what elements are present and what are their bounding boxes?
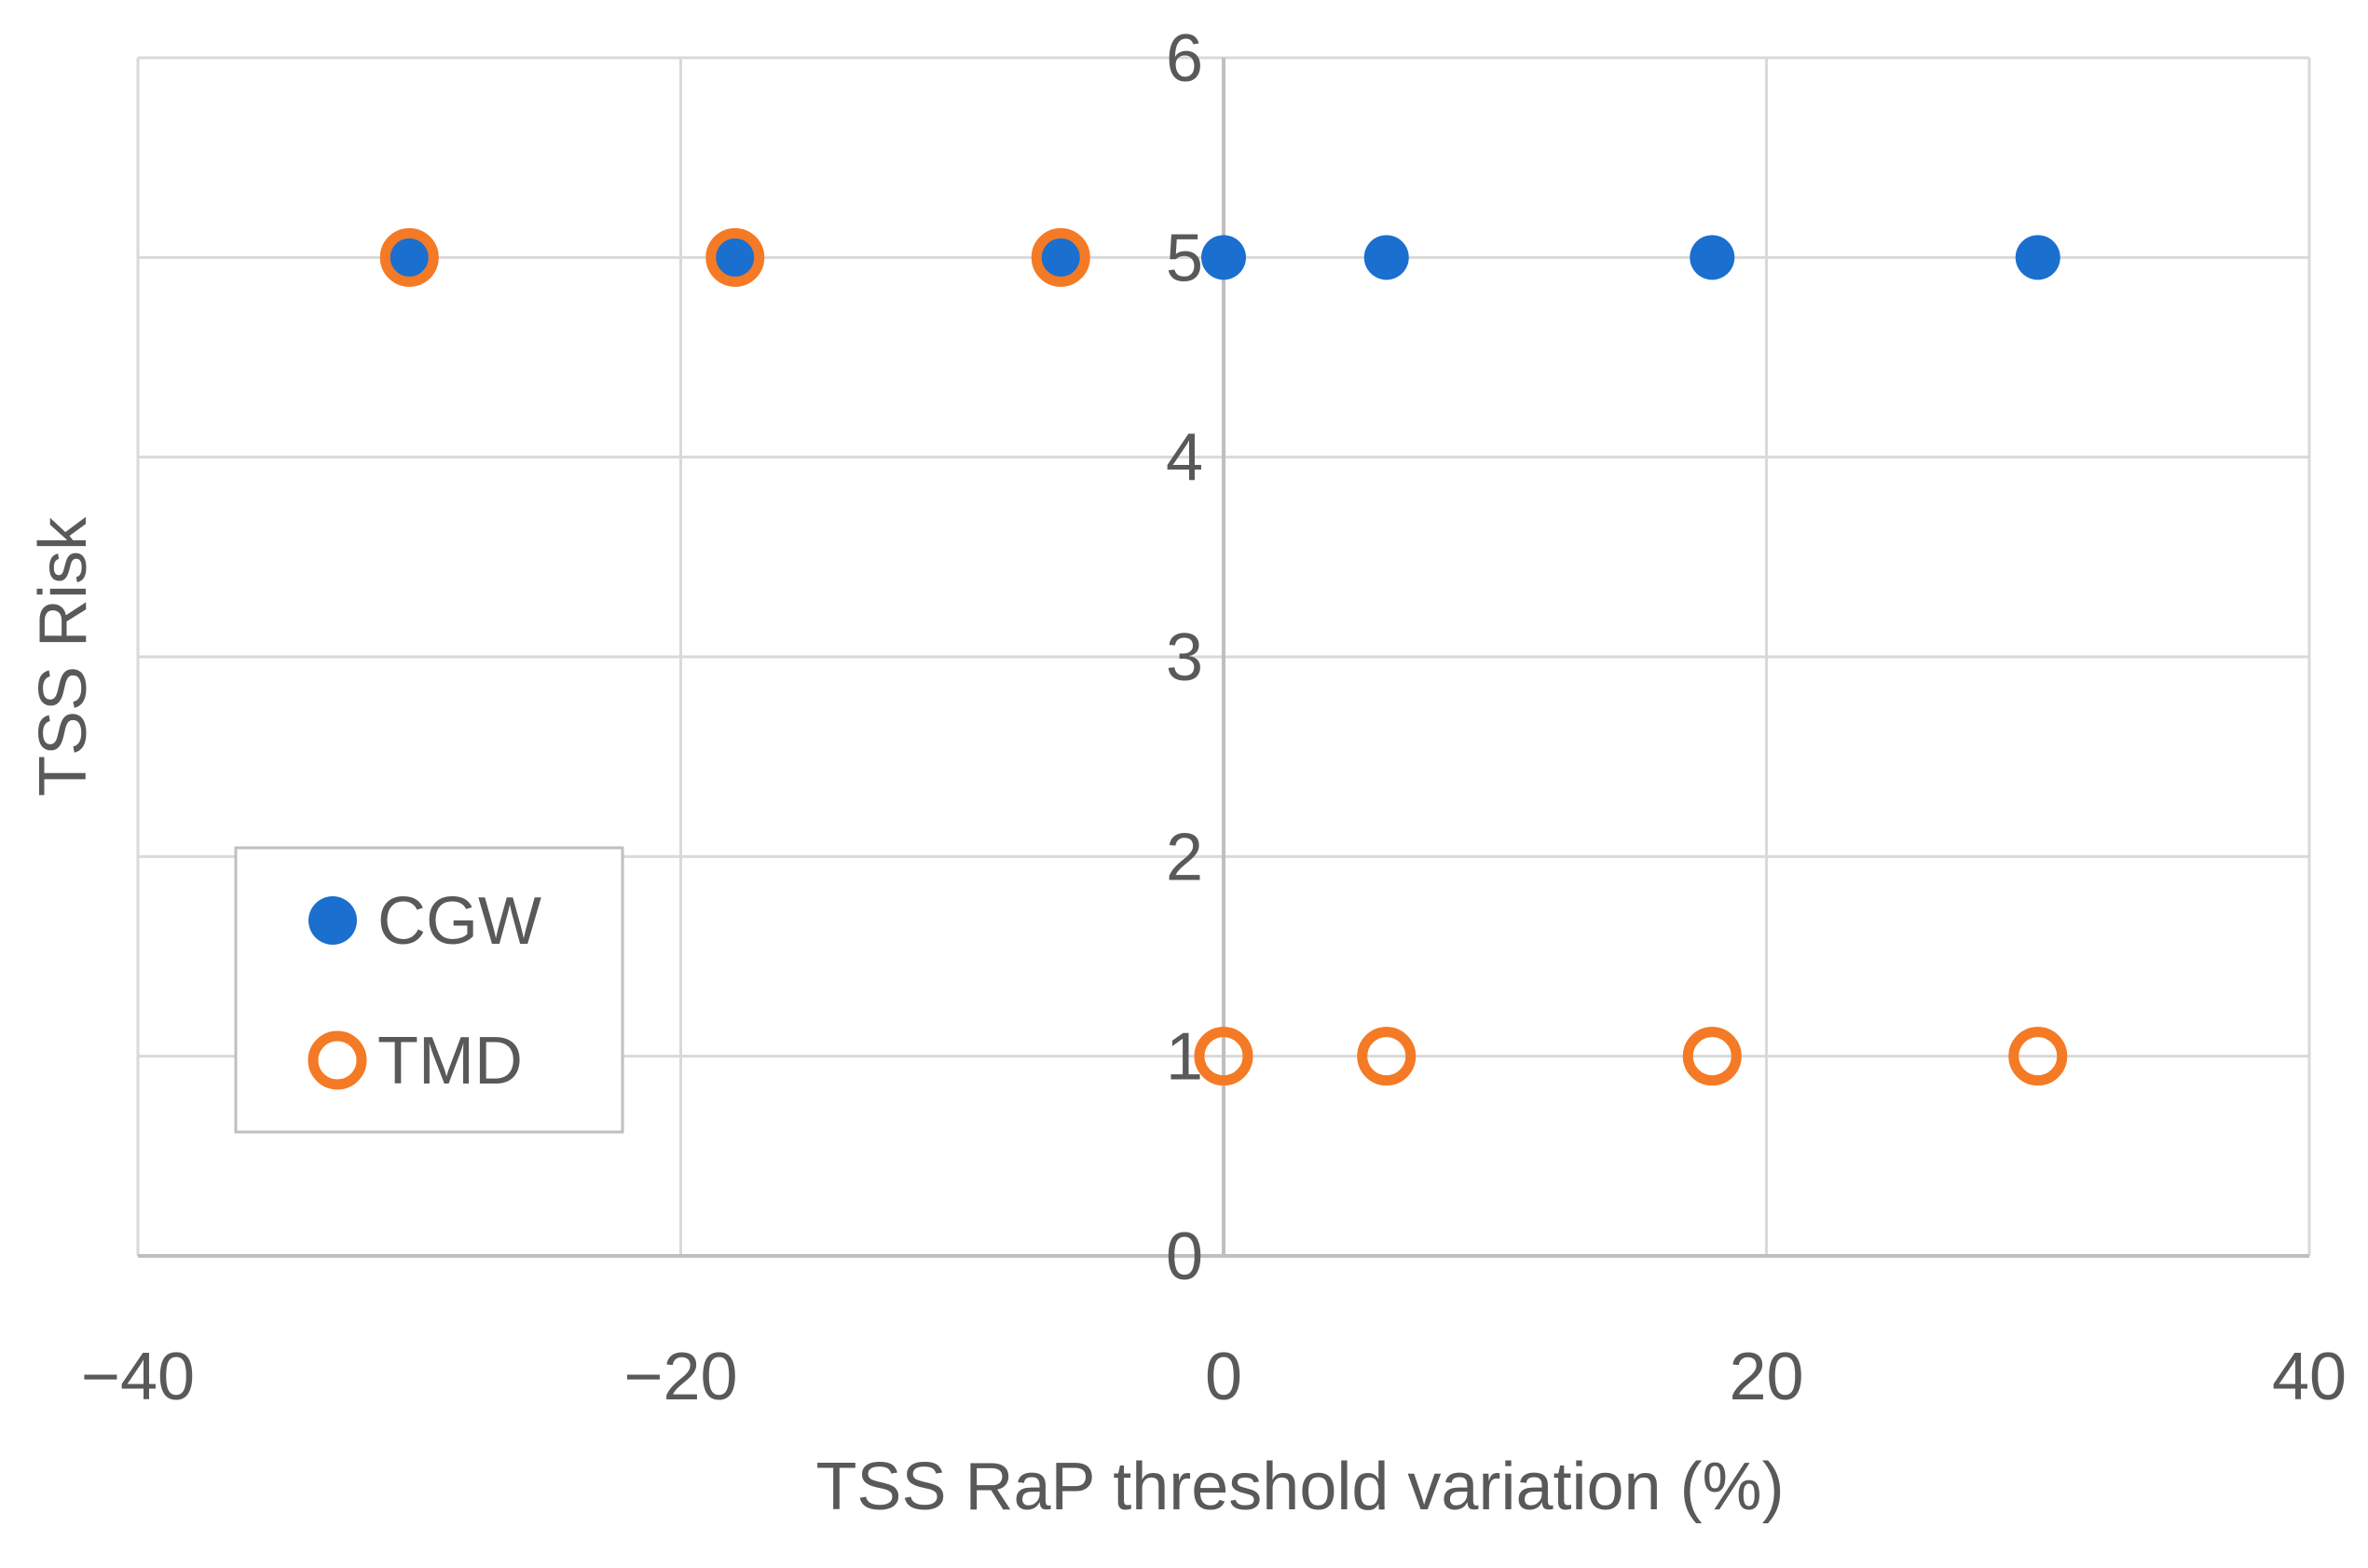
cgw-point-4 — [1363, 235, 1409, 280]
x-tick-label-1: −20 — [623, 1340, 737, 1414]
cgw-point-5 — [1690, 235, 1735, 280]
cgw-point-6 — [2015, 235, 2060, 280]
x-tick-label-3: 20 — [1729, 1340, 1803, 1414]
y-axis-title: TSS Risk — [26, 516, 101, 797]
y-tick-label-5: 5 — [1166, 221, 1203, 295]
legend-cgw-label: CGW — [377, 884, 541, 959]
tmd-point-1 — [705, 227, 765, 287]
legend-box — [234, 846, 624, 1134]
cgw-point-0 — [387, 235, 432, 280]
y-tick-label-3: 3 — [1166, 620, 1203, 695]
series-layer — [379, 227, 2068, 1086]
tmd-point-3 — [1194, 1027, 1253, 1086]
tmd-point-5 — [1682, 1027, 1742, 1086]
y-tick-label-6: 6 — [1166, 21, 1203, 96]
legend: CGW TMD — [234, 846, 624, 1134]
y-tick-label-0: 0 — [1166, 1220, 1203, 1294]
x-axis-title: TSS RaP threshold variation (%) — [815, 1450, 1784, 1524]
legend-tmd-marker-icon — [308, 1030, 367, 1090]
legend-tmd-label: TMD — [377, 1024, 523, 1098]
tmd-point-2 — [1031, 227, 1090, 287]
y-tick-label-4: 4 — [1166, 421, 1203, 496]
tmd-point-0 — [379, 227, 439, 287]
y-tick-label-2: 2 — [1166, 820, 1203, 894]
x-tick-label-2: 0 — [1205, 1340, 1242, 1414]
cgw-point-2 — [1038, 235, 1084, 280]
x-tick-label-4: 40 — [2272, 1340, 2347, 1414]
cgw-point-1 — [712, 235, 758, 280]
cgw-point-3 — [1201, 235, 1246, 280]
tmd-point-6 — [2008, 1027, 2068, 1086]
tmd-point-4 — [1357, 1027, 1417, 1086]
x-tick-label-0: −40 — [81, 1340, 195, 1414]
legend-cgw-marker-icon — [308, 896, 357, 945]
